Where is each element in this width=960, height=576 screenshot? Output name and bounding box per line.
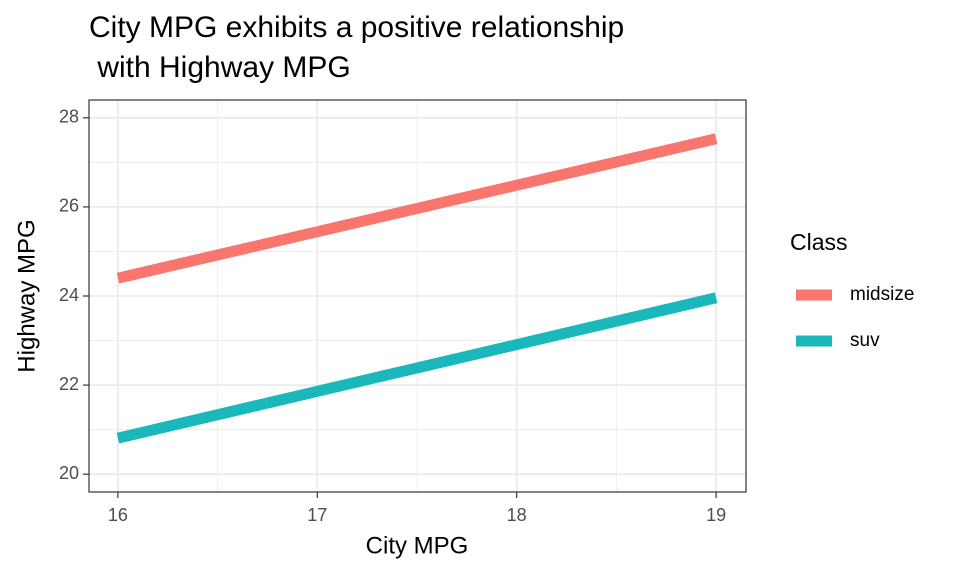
y-tick-label: 26 [59, 196, 79, 216]
y-tick-label: 22 [59, 374, 79, 394]
y-tick-label: 24 [59, 285, 79, 305]
x-tick-label: 16 [108, 505, 128, 525]
series-line [116, 292, 718, 444]
x-tick-label: 19 [706, 505, 726, 525]
chart-title: City MPG exhibits a positive relationshi… [89, 11, 624, 44]
legend-label: midsize [850, 284, 914, 305]
panel-border [88, 99, 747, 493]
y-tick-label: 28 [59, 107, 79, 127]
y-axis-label: Highway MPG [13, 219, 40, 372]
x-tick-label: 18 [507, 505, 527, 525]
legend-title: Class [790, 229, 848, 255]
x-axis-label: City MPG [366, 532, 469, 559]
chart-title: with Highway MPG [89, 51, 351, 84]
x-tick-label: 17 [307, 505, 327, 525]
y-tick-label: 20 [59, 463, 79, 483]
legend-label: suv [850, 330, 880, 351]
series-line [116, 133, 718, 284]
